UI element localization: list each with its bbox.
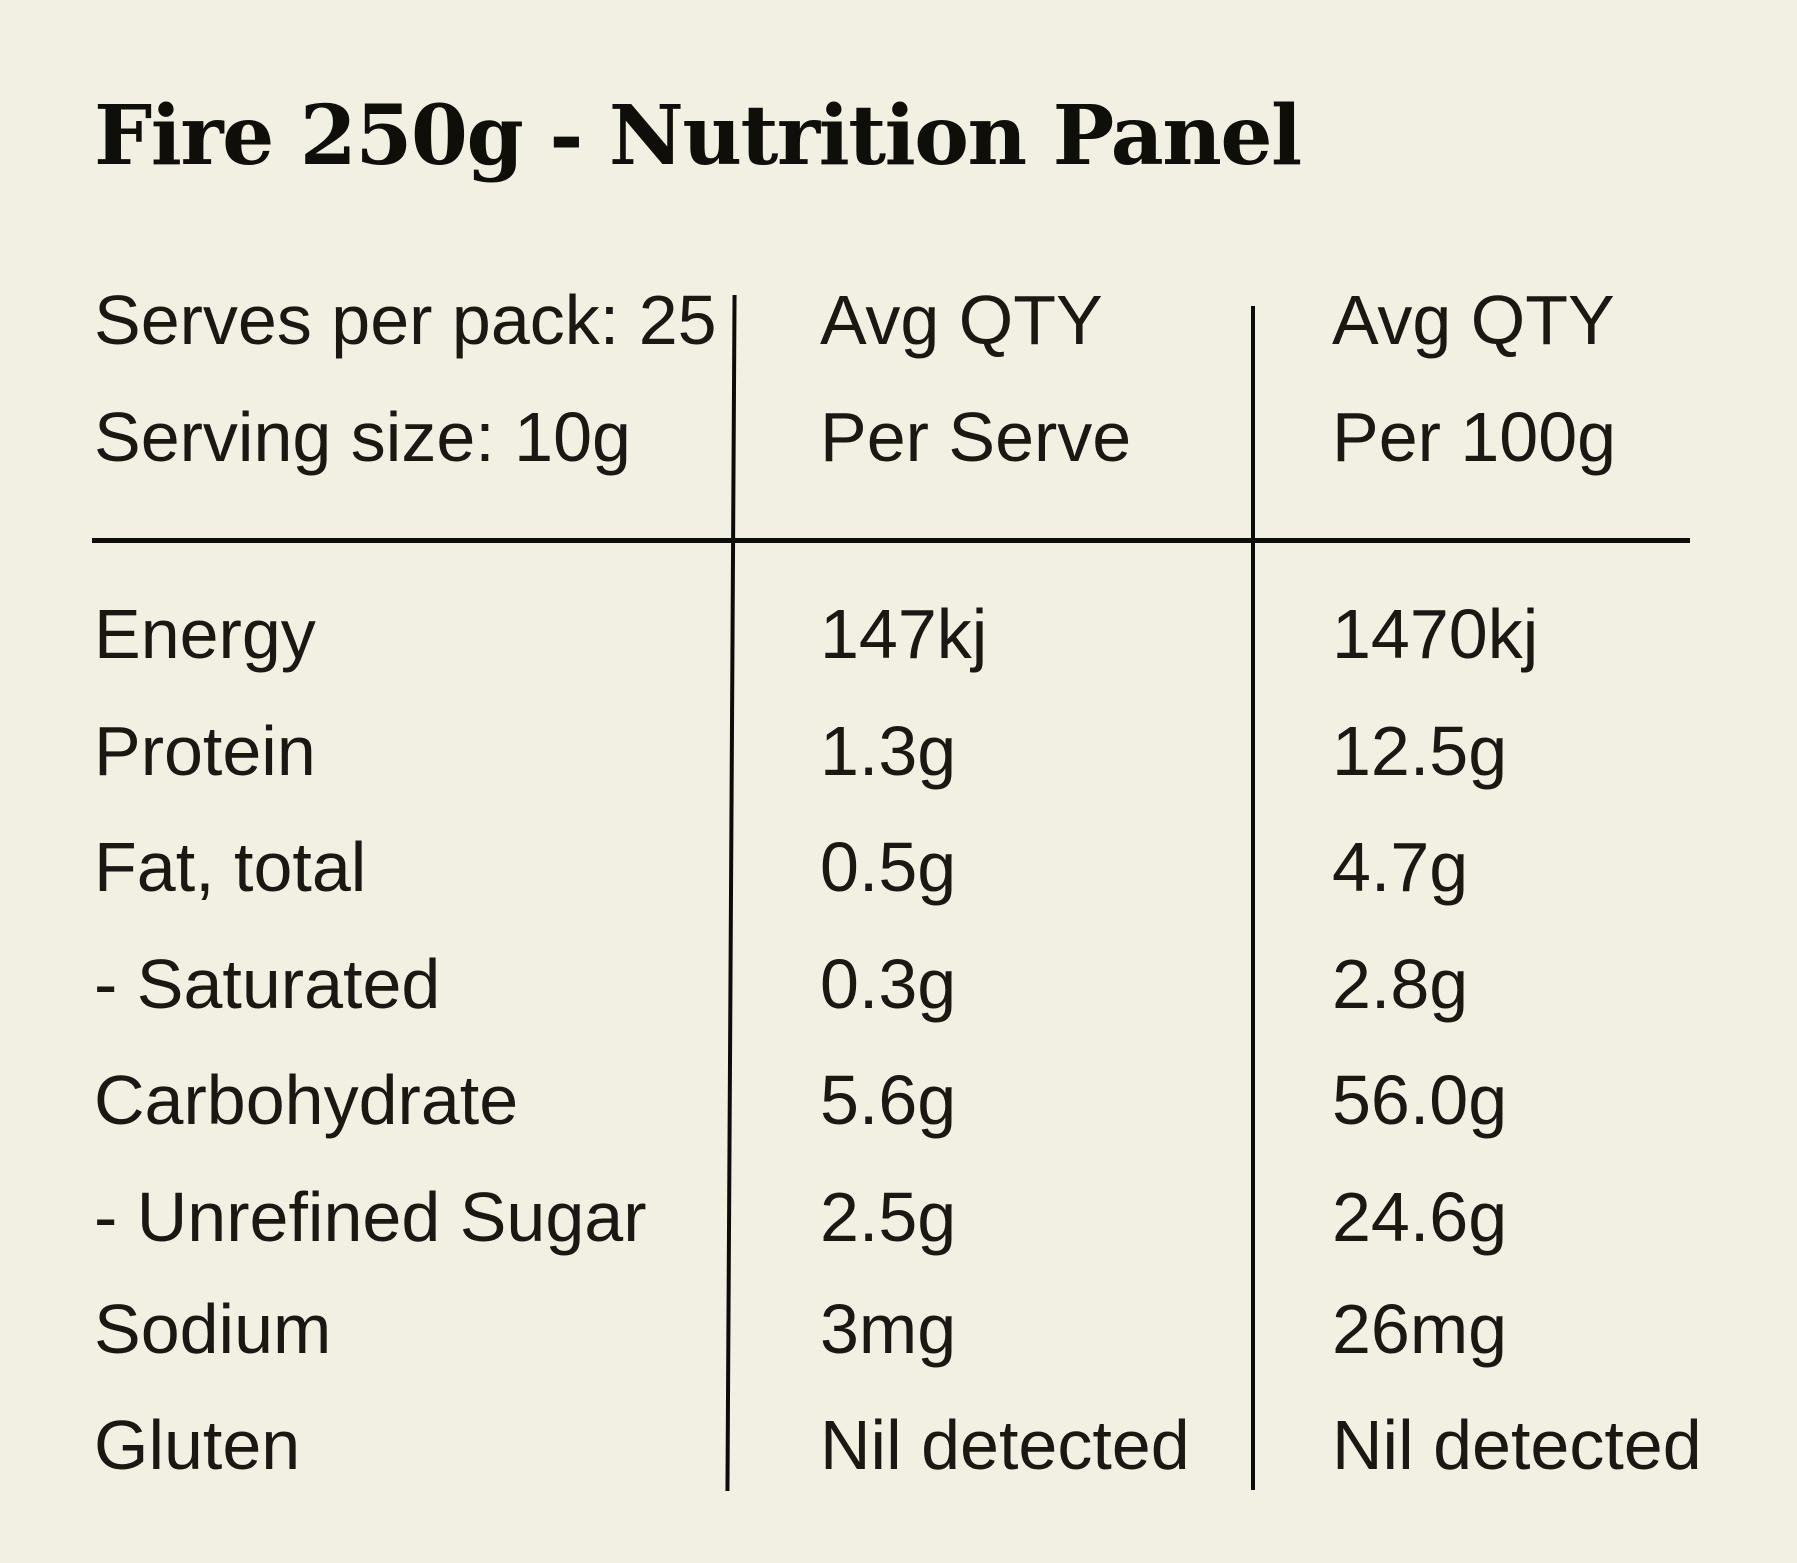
row-value-per-100g: 56.0g	[1332, 1061, 1508, 1139]
row-label: - Saturated	[94, 945, 441, 1023]
row-value-per-serve: Nil detected	[820, 1406, 1190, 1484]
row-value-per-100g: 26mg	[1332, 1290, 1508, 1368]
row-value-per-serve: 5.6g	[820, 1061, 957, 1139]
row-label: Energy	[94, 595, 316, 673]
header-per-serve-qty: Avg QTY	[820, 281, 1103, 359]
row-value-per-100g: 12.5g	[1332, 712, 1508, 790]
table-row: Carbohydrate 5.6g 56.0g	[0, 1065, 1797, 1143]
row-value-per-100g: 1470kj	[1332, 595, 1539, 673]
header-per-100g-qty: Avg QTY	[1332, 281, 1615, 359]
header-per-serve-label: Per Serve	[820, 398, 1132, 476]
header-rule	[92, 538, 1690, 543]
table-row: - Unrefined Sugar 2.5g 24.6g	[0, 1182, 1797, 1260]
table-header-line-1: Serves per pack: 25 Avg QTY Avg QTY	[0, 285, 1797, 363]
column-divider-2	[1251, 306, 1255, 1490]
row-value-per-serve: 2.5g	[820, 1178, 957, 1256]
row-label: Gluten	[94, 1406, 301, 1484]
header-pack-serving-size: Serving size: 10g	[94, 398, 631, 476]
table-row: Energy 147kj 1470kj	[0, 599, 1797, 677]
row-value-per-serve: 0.3g	[820, 945, 957, 1023]
row-label: Protein	[94, 712, 316, 790]
row-value-per-serve: 3mg	[820, 1290, 957, 1368]
table-row: - Saturated 0.3g 2.8g	[0, 949, 1797, 1027]
table-row: Sodium 3mg 26mg	[0, 1294, 1797, 1372]
row-value-per-100g: Nil detected	[1332, 1406, 1702, 1484]
table-header-line-2: Serving size: 10g Per Serve Per 100g	[0, 402, 1797, 480]
row-value-per-serve: 0.5g	[820, 828, 957, 906]
row-value-per-serve: 1.3g	[820, 712, 957, 790]
row-value-per-100g: 2.8g	[1332, 945, 1469, 1023]
row-label: Fat, total	[94, 828, 367, 906]
row-label: Carbohydrate	[94, 1061, 519, 1139]
table-row: Protein 1.3g 12.5g	[0, 716, 1797, 794]
row-label: Sodium	[94, 1290, 332, 1368]
row-value-per-100g: 24.6g	[1332, 1178, 1508, 1256]
page-title: Fire 250g - Nutrition Panel	[94, 88, 1302, 184]
table-row: Fat, total 0.5g 4.7g	[0, 832, 1797, 910]
header-pack-serves: Serves per pack: 25	[94, 281, 717, 359]
table-row: Gluten Nil detected Nil detected	[0, 1410, 1797, 1488]
row-label: - Unrefined Sugar	[94, 1178, 647, 1256]
row-value-per-serve: 147kj	[820, 595, 988, 673]
row-value-per-100g: 4.7g	[1332, 828, 1469, 906]
header-per-100g-label: Per 100g	[1332, 398, 1617, 476]
